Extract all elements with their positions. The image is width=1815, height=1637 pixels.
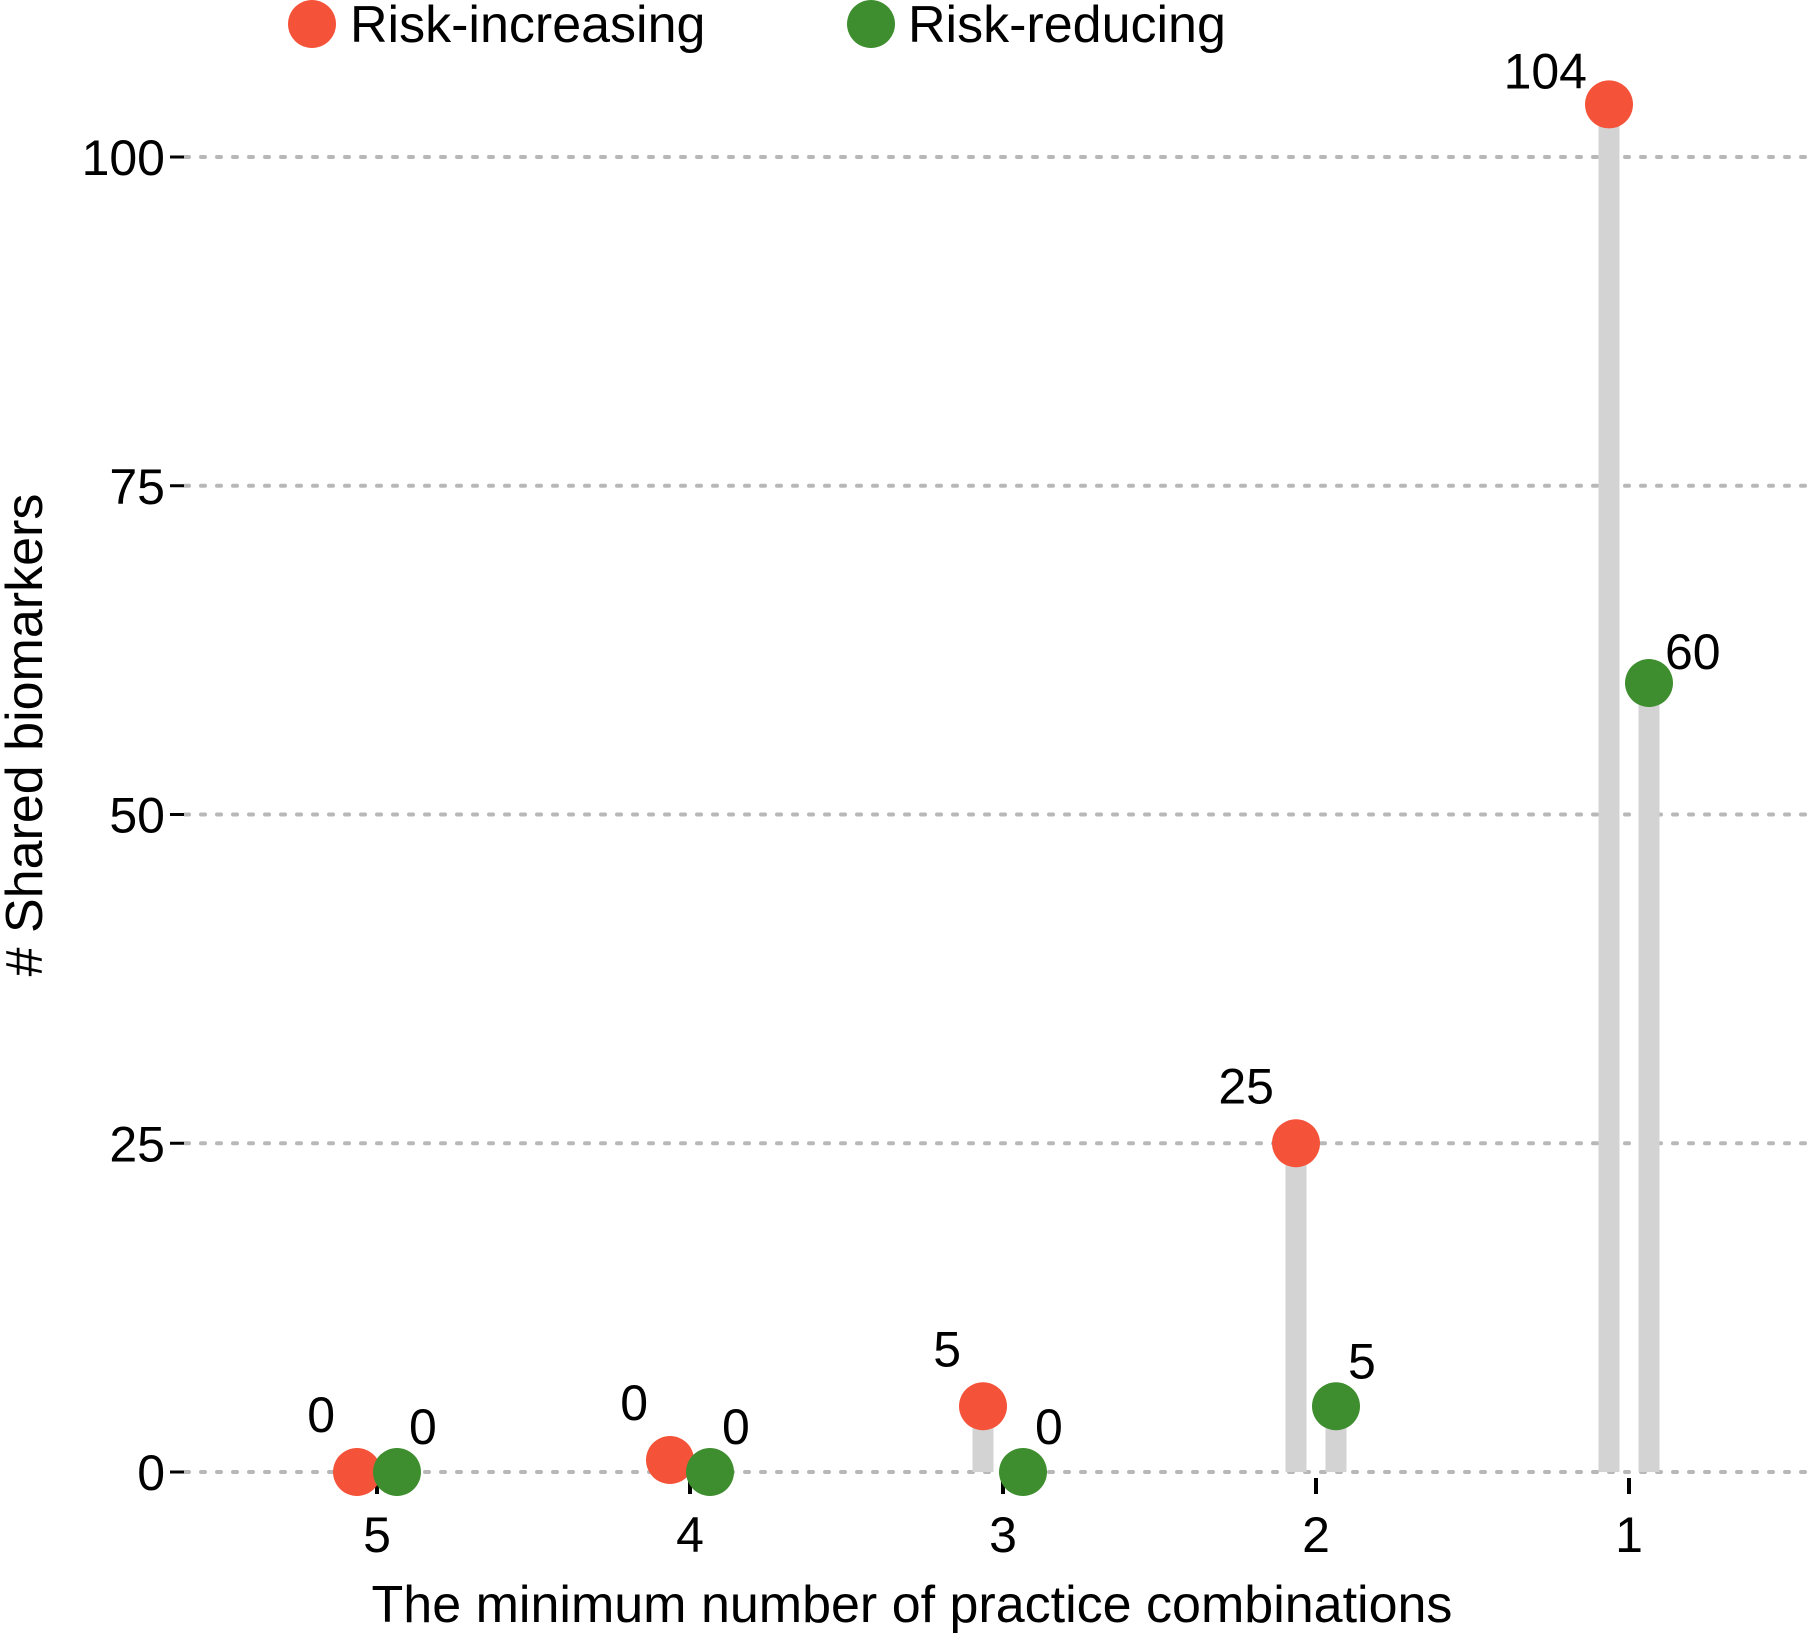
- lollipop-points: [333, 80, 1673, 1496]
- legend-label-risk-increasing: Risk-increasing: [350, 0, 705, 54]
- legend-swatch-risk-reducing: [847, 0, 895, 48]
- data-label-risk-reducing-5: 0: [409, 1399, 437, 1455]
- data-label-risk-reducing-4: 0: [722, 1399, 750, 1455]
- data-label-risk-reducing-3: 0: [1035, 1399, 1063, 1455]
- x-tick-label-1: 1: [1615, 1507, 1643, 1563]
- data-label-risk-increasing-4: 0: [620, 1375, 648, 1431]
- point-risk-reducing-2: [1312, 1382, 1360, 1431]
- y-tick-label-25: 25: [109, 1116, 165, 1172]
- x-axis: 5 4 3 2 1: [363, 1478, 1643, 1563]
- point-risk-increasing-2: [1272, 1119, 1320, 1168]
- gridlines: [183, 155, 1815, 1474]
- y-axis: 0 25 50 75 100: [82, 130, 184, 1501]
- data-label-risk-increasing-3: 5: [933, 1321, 961, 1377]
- y-axis-title: # Shared biomarkers: [0, 494, 54, 977]
- point-risk-reducing-4: [686, 1448, 734, 1496]
- point-risk-reducing-1: [1625, 659, 1673, 707]
- x-tick-label-5: 5: [363, 1507, 391, 1563]
- point-risk-reducing-3: [999, 1448, 1047, 1496]
- data-label-risk-reducing-2: 5: [1348, 1333, 1376, 1389]
- data-label-risk-increasing-5: 0: [307, 1387, 335, 1443]
- point-risk-increasing-4: [646, 1436, 694, 1484]
- point-risk-increasing-1: [1585, 80, 1633, 129]
- x-tick-label-3: 3: [989, 1507, 1017, 1563]
- x-tick-label-2: 2: [1302, 1507, 1330, 1563]
- x-axis-title: The minimum number of practice combinati…: [372, 1576, 1453, 1634]
- data-label-risk-increasing-2: 25: [1218, 1058, 1274, 1114]
- y-tick-label-50: 50: [109, 788, 165, 844]
- y-tick-label-75: 75: [109, 459, 165, 515]
- y-tick-label-100: 100: [82, 130, 165, 186]
- legend-label-risk-reducing: Risk-reducing: [908, 0, 1226, 54]
- point-risk-reducing-5: [373, 1448, 421, 1496]
- legend: Risk-increasing Risk-reducing: [288, 0, 1226, 54]
- legend-swatch-risk-increasing: [288, 0, 336, 48]
- y-tick-label-0: 0: [137, 1445, 165, 1501]
- data-label-risk-reducing-1: 60: [1665, 624, 1721, 680]
- data-label-risk-increasing-1: 104: [1504, 43, 1587, 99]
- data-labels: 0 0 5 25 104 0 0 0 5 60: [307, 43, 1720, 1455]
- lollipop-stems: [972, 104, 1660, 1472]
- point-risk-increasing-3: [959, 1382, 1007, 1431]
- point-risk-increasing-5: [333, 1448, 381, 1496]
- x-tick-label-4: 4: [676, 1507, 704, 1563]
